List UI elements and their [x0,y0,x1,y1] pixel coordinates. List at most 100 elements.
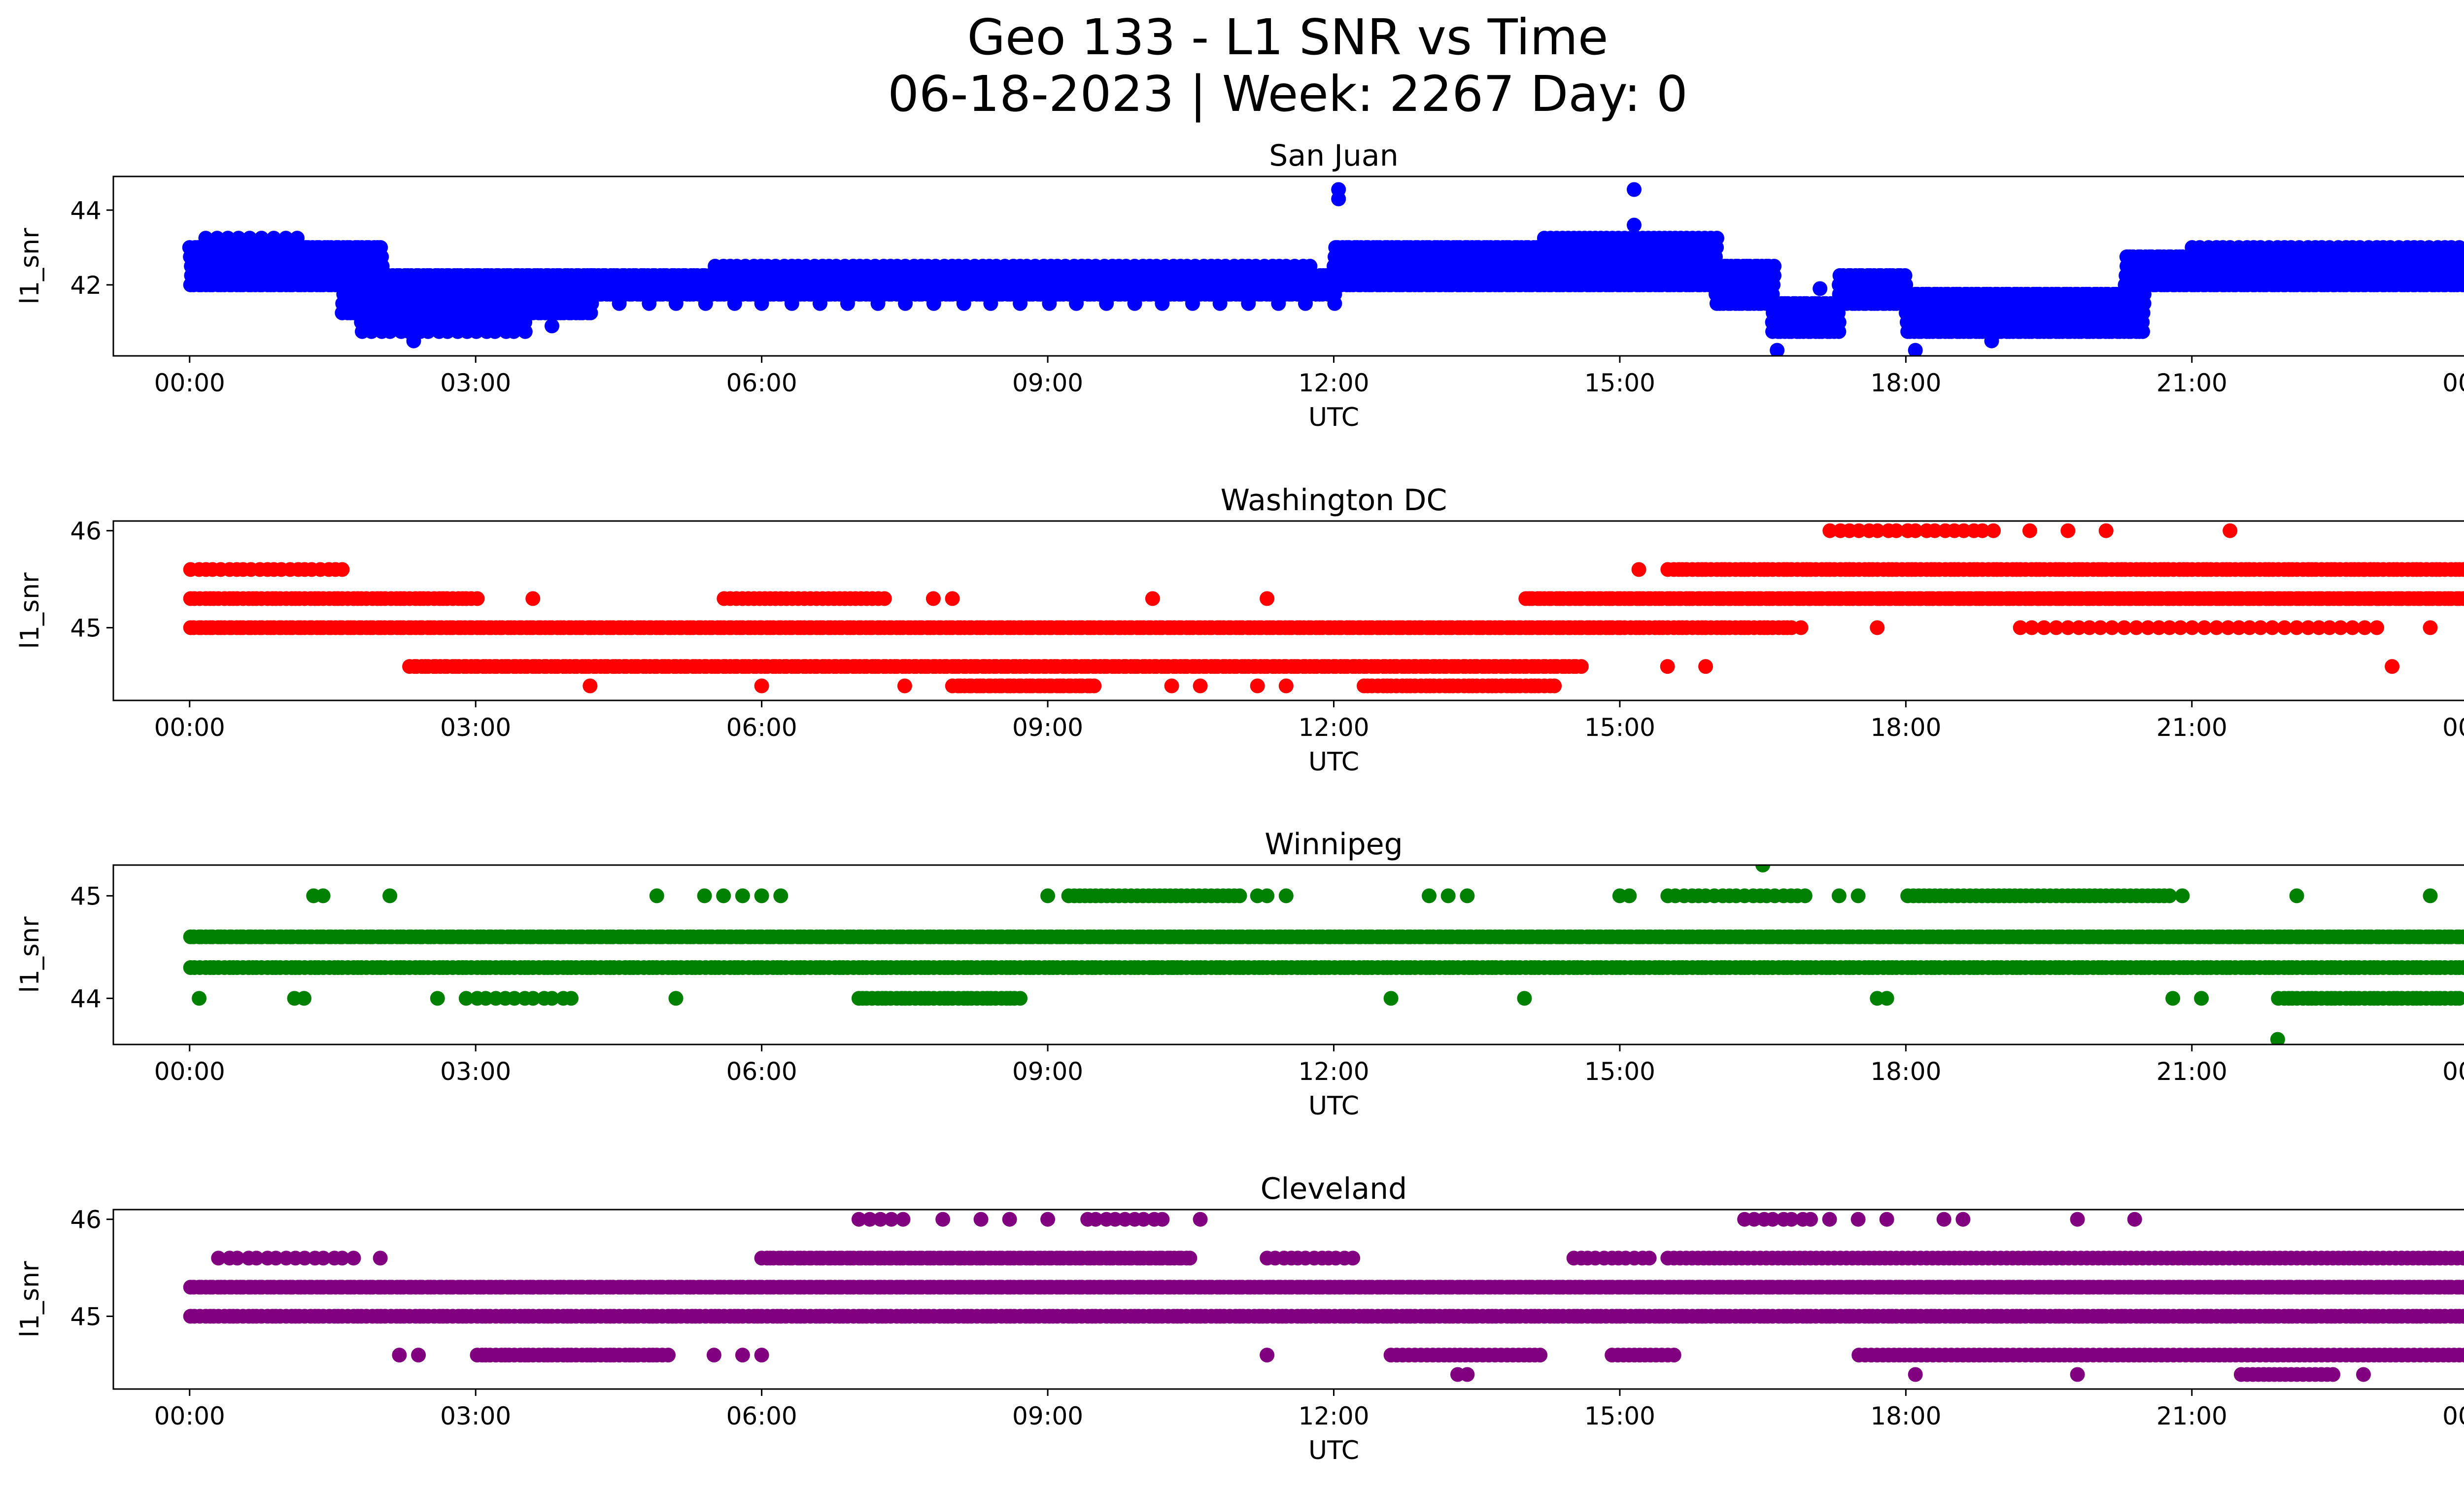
data-point [2461,592,2464,605]
data-point [2140,620,2156,635]
data-point [2231,620,2247,635]
data-point [2423,620,2438,635]
data-point [926,296,941,311]
data-point [373,240,388,255]
data-point [1250,678,1265,694]
data-point [1908,523,1923,538]
data-points [183,865,2464,1044]
data-point [2322,620,2337,635]
data-point [813,296,827,311]
data-point [1984,333,1999,348]
data-point [198,231,213,246]
figure-title-line2: 06-18-2023 | Week: 2267 Day: 0 [888,65,1687,123]
y-tick-label: 46 [70,517,102,546]
data-point [278,231,294,246]
data-point [727,296,742,311]
data-point [2462,564,2464,575]
data-point [2242,620,2257,635]
data-point [1241,296,1256,311]
x-tick-label: 21:00 [2156,369,2227,397]
data-point [1278,678,1294,694]
data-point [698,296,713,311]
data-point [2345,620,2360,635]
data-point [1574,659,1589,674]
data-point [406,333,421,348]
data-point [1164,678,1179,694]
data-point [2461,241,2464,254]
x-tick-label: 12:00 [1298,369,1369,397]
data-point [1660,659,1675,674]
subplot-title: San Juan [1269,139,1398,173]
data-points [182,182,2464,356]
data-point [784,296,799,311]
data-point [2093,620,2108,635]
data-point [754,678,769,694]
figure-title-line1: Geo 133 - L1 SNR vs Time [967,8,1608,66]
data-point [642,296,657,311]
data-point [983,296,998,311]
data-point [2129,620,2144,635]
x-tick-label: 00:00 [154,369,225,397]
data-point [242,231,257,246]
x-tick-label: 15:00 [1584,369,1655,397]
data-point [2452,240,2464,255]
data-point [1099,296,1114,311]
data-point [1627,182,1642,197]
data-point [1793,620,1809,635]
data-point [1145,591,1160,606]
data-point [1770,343,1785,356]
data-point [612,296,627,311]
data-point [1813,281,1828,296]
data-point [1327,296,1342,311]
data-point [1212,296,1228,311]
data-point [209,231,225,246]
data-point [956,296,971,311]
data-point [1042,296,1057,311]
data-point [2456,562,2464,577]
data-point [1851,523,1867,538]
x-tick-label: 21:00 [2156,713,2227,742]
data-point [506,324,521,339]
data-point [1193,678,1208,694]
x-tick-label: 03:00 [440,369,511,397]
data-point [945,591,960,606]
data-points [183,523,2464,694]
data-point [1298,296,1313,311]
data-point [2277,620,2292,635]
data-point [220,231,236,246]
data-point [583,296,598,311]
y-tick-label: 42 [70,271,102,300]
data-point [1986,523,2001,538]
data-point [2253,620,2268,635]
data-point [1302,259,1318,274]
data-point [2185,620,2200,635]
data-point [2036,620,2052,635]
y-axis-label: l1_snr [15,228,45,305]
data-point [2060,620,2076,635]
data-point [1889,523,1904,538]
data-point [470,591,485,606]
data-point [335,562,350,577]
data-point [1897,268,1913,283]
data-point [870,296,886,311]
x-axis-label: UTC [1308,403,1359,432]
data-point [2022,523,2037,538]
data-point [231,231,246,246]
data-point [925,591,941,606]
x-tick-label: 06:00 [726,713,797,742]
data-point [2356,562,2371,577]
data-point [517,324,533,339]
data-point [2463,594,2464,603]
data-point [2071,620,2087,635]
x-tick-label: 18:00 [1870,713,1941,742]
data-point [1908,343,1923,356]
data-point [877,591,892,606]
y-tick-label: 44 [70,196,102,225]
x-tick-label: 00:00 [2442,713,2464,742]
x-tick-label: 03:00 [440,713,511,742]
data-point [2461,931,2464,943]
